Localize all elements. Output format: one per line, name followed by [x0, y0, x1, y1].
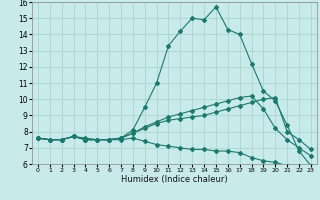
X-axis label: Humidex (Indice chaleur): Humidex (Indice chaleur): [121, 175, 228, 184]
